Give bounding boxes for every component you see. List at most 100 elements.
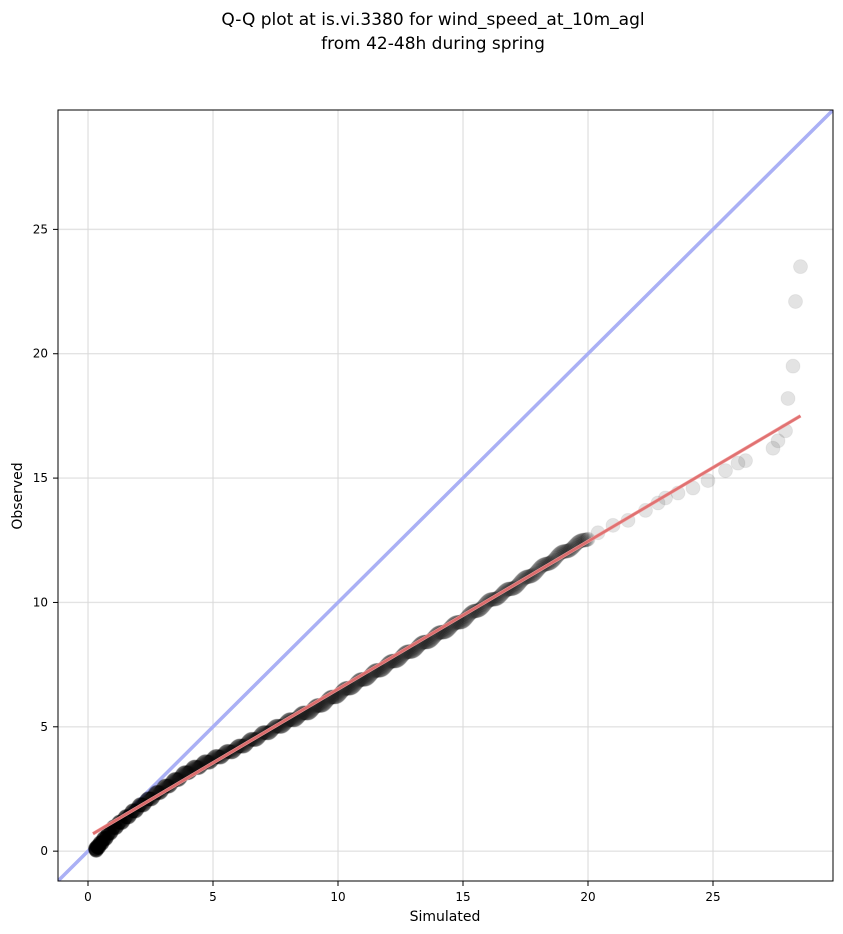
qq-point xyxy=(102,825,118,841)
axis-ticks: 0 5 10 15 20 25 0 5 10 15 20 25 xyxy=(33,222,721,904)
qq-point xyxy=(88,842,104,858)
y-tick-label: 15 xyxy=(33,471,48,485)
qq-point xyxy=(88,842,104,858)
qq-point xyxy=(97,831,113,847)
qq-point xyxy=(89,842,105,858)
y-tick-label: 0 xyxy=(40,844,48,858)
qq-point xyxy=(88,842,104,858)
qq-point xyxy=(94,835,110,851)
qq-point xyxy=(718,463,733,479)
qq-point xyxy=(88,841,104,857)
fit-lines xyxy=(92,414,802,836)
qq-point xyxy=(90,839,106,855)
qq-point xyxy=(99,829,115,845)
fit-line xyxy=(92,414,802,836)
x-tick-label: 5 xyxy=(209,890,217,904)
qq-point xyxy=(92,835,108,851)
qq-point xyxy=(88,841,104,857)
x-tick-label: 15 xyxy=(455,890,470,904)
qq-point xyxy=(90,840,106,856)
qq-point xyxy=(770,433,786,449)
y-tick-label: 5 xyxy=(40,720,48,734)
qq-point xyxy=(93,835,109,851)
qq-point xyxy=(738,453,753,469)
qq-point xyxy=(95,831,111,847)
qq-point xyxy=(100,826,116,842)
qq-point xyxy=(98,831,114,847)
qq-point xyxy=(88,840,104,856)
qq-point xyxy=(730,455,746,471)
qq-point xyxy=(92,835,108,851)
qq-point xyxy=(95,832,111,848)
y-axis-label: Observed xyxy=(10,462,26,529)
qq-point xyxy=(93,835,109,851)
qq-point xyxy=(99,827,115,843)
qq-point xyxy=(92,835,108,851)
qq-point xyxy=(95,833,111,849)
qq-point xyxy=(91,839,107,855)
qq-point xyxy=(765,440,781,456)
qq-point xyxy=(96,830,112,846)
qq-point xyxy=(89,839,105,855)
qq-point xyxy=(97,831,113,847)
qq-point xyxy=(96,830,112,846)
qq-point xyxy=(91,839,107,855)
qq-point xyxy=(94,836,110,852)
qq-point xyxy=(97,830,113,846)
qq-point xyxy=(90,839,106,855)
qq-point xyxy=(91,838,107,854)
qq-point xyxy=(89,838,105,854)
qq-point xyxy=(785,358,801,374)
qq-point xyxy=(793,259,808,275)
x-tick-label: 25 xyxy=(705,890,720,904)
qq-point xyxy=(99,828,115,844)
qq-point xyxy=(88,840,104,856)
qq-point xyxy=(91,840,107,856)
qq-point xyxy=(89,840,105,856)
plot-frame xyxy=(57,109,834,882)
qq-point xyxy=(102,825,118,841)
qq-point xyxy=(89,839,105,855)
qq-point xyxy=(95,832,111,848)
chart-title-line2: from 42-48h during spring xyxy=(321,34,545,54)
qq-point xyxy=(89,838,105,854)
x-tick-label: 10 xyxy=(330,890,345,904)
qq-point xyxy=(90,838,106,854)
grid-lines xyxy=(58,110,833,881)
y-tick-label: 25 xyxy=(33,222,48,236)
y-tick-label: 10 xyxy=(33,595,48,609)
qq-point xyxy=(788,294,803,310)
x-axis-label: Simulated xyxy=(410,909,481,925)
x-tick-label: 0 xyxy=(84,890,92,904)
reference-lines xyxy=(58,110,833,881)
qq-point xyxy=(93,836,109,852)
qq-point xyxy=(93,835,109,851)
qq-point xyxy=(103,825,119,841)
qq-point xyxy=(780,391,796,407)
qq-point xyxy=(92,836,108,852)
qq-point xyxy=(88,841,104,857)
qq-point xyxy=(96,830,112,846)
one-to-one-line xyxy=(58,110,833,881)
qq-point xyxy=(90,838,106,854)
qq-point xyxy=(92,835,108,851)
qq-point xyxy=(700,473,716,489)
qq-point xyxy=(103,825,119,841)
qq-point xyxy=(102,825,118,841)
fit-line-dark xyxy=(92,414,802,835)
qq-point xyxy=(88,841,104,857)
qq-point xyxy=(88,842,104,858)
qq-point xyxy=(98,830,114,846)
chart-title-line1: Q-Q plot at is.vi.3380 for wind_speed_at… xyxy=(221,10,644,30)
qq-point xyxy=(94,836,110,852)
qq-point xyxy=(98,831,114,847)
qq-point xyxy=(94,834,110,850)
qq-point xyxy=(89,841,105,857)
qq-point xyxy=(88,842,104,858)
qq-point xyxy=(88,842,103,858)
qq-point xyxy=(97,831,113,847)
y-tick-label: 20 xyxy=(33,347,48,361)
qq-point xyxy=(90,840,106,856)
